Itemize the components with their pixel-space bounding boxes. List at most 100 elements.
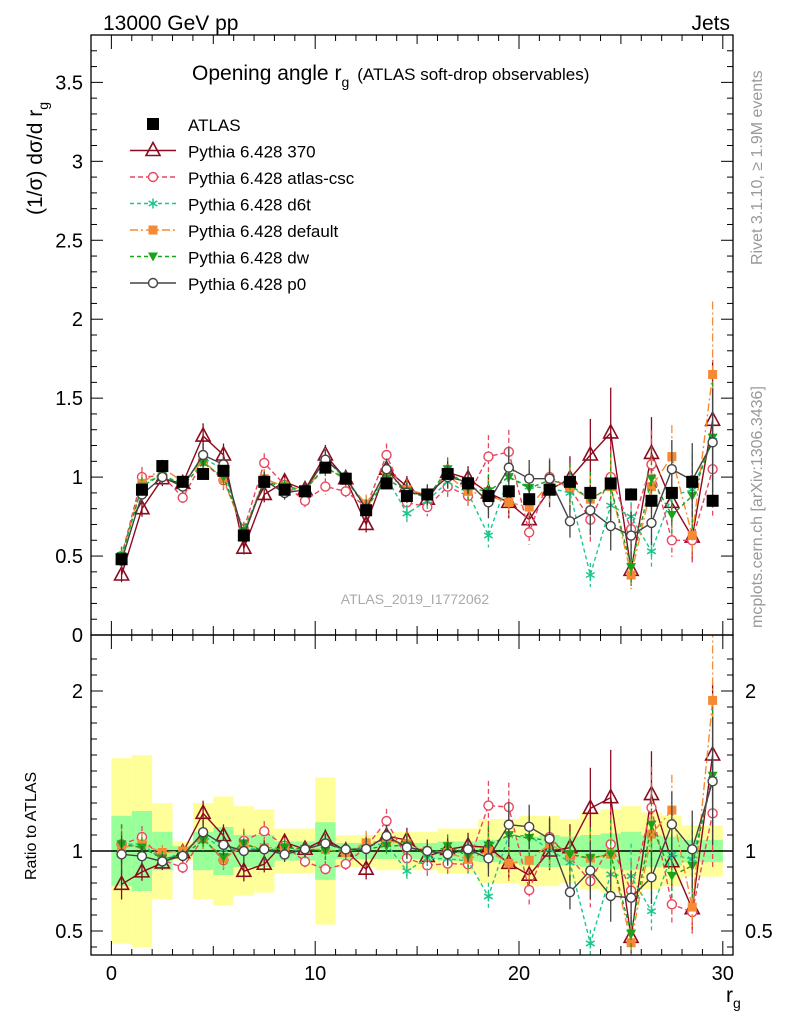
legend-label-data: ATLAS <box>188 116 241 135</box>
point-atlascsc <box>381 449 392 461</box>
ratio-point-d6t-stroke-2 <box>646 908 657 915</box>
rivet-label: Rivet 3.1.10, ≥ 1.9M events <box>749 70 766 265</box>
x-tick-label: 10 <box>304 963 326 985</box>
legend-marker-p370 <box>144 140 162 157</box>
point-default <box>708 369 718 379</box>
point-dw <box>666 511 677 520</box>
legend-label-atlascsc: Pythia 6.428 atlas-csc <box>188 169 355 188</box>
main-y-tick-label: 1 <box>72 467 83 489</box>
ratio-point-atlascsc <box>340 858 351 870</box>
line-default <box>120 374 714 576</box>
ratio-point-atlascsc <box>381 815 392 827</box>
data-point <box>441 467 454 480</box>
point-d6t <box>585 570 596 580</box>
legend-marker-data <box>147 118 159 130</box>
ratio-point-p0 <box>401 842 413 853</box>
data-point <box>400 490 413 503</box>
ratio-y-tick-label-right: 2 <box>745 681 756 703</box>
data-point <box>421 488 434 501</box>
data-point <box>360 504 373 517</box>
point-p0 <box>585 505 596 516</box>
main-y-tick-label: 0 <box>72 625 83 647</box>
ratio-point-p0 <box>646 872 657 883</box>
axes: 0 0.5 1 1.5 2 2.5 3 3.5 0 10 20 30 0.5 0.5 1 1 2 2 <box>55 34 773 985</box>
ratio-point-p0 <box>564 887 576 898</box>
ratio-point-p0 <box>136 851 148 862</box>
data-point <box>176 475 189 488</box>
ratio-point-p370 <box>255 854 273 870</box>
point-p370 <box>602 423 620 439</box>
data-point <box>584 486 597 499</box>
ratio-point-p0 <box>279 849 290 860</box>
ratio-point-p0 <box>687 844 698 855</box>
ratio-point-d6t-stroke-2 <box>585 940 596 947</box>
main-y-tick-label: 1.5 <box>55 388 83 410</box>
point-atlascsc <box>259 457 270 469</box>
ratio-point-p0 <box>340 844 351 855</box>
data-point <box>462 477 475 490</box>
ratio-point-d6t-stroke-2 <box>402 867 412 875</box>
ratio-line-default <box>121 700 714 943</box>
legend-marker-d6t <box>148 198 158 209</box>
point-atlascsc <box>177 492 188 503</box>
main-y-tick-label: 3 <box>72 151 83 173</box>
ratio-point-p0 <box>523 821 535 833</box>
ratio-point-atlascsc <box>177 862 188 873</box>
ratio-y-tick-label-right: 0.5 <box>745 921 773 943</box>
data-point <box>665 486 678 499</box>
ratio-point-default <box>708 695 718 705</box>
ratio-point-p0 <box>462 844 474 855</box>
analysis-watermark: ATLAS_2019_I1772062 <box>341 591 490 607</box>
ratio-point-p0 <box>238 845 250 857</box>
point-atlascsc <box>666 535 678 546</box>
line-d6t <box>120 440 714 578</box>
series-d6t <box>116 386 718 587</box>
ratio-point-default <box>504 858 514 868</box>
ratio-point-dw <box>564 850 575 860</box>
legend-label-p370: Pythia 6.428 370 <box>188 143 316 162</box>
point-p370 <box>113 565 130 581</box>
point-atlascsc <box>299 495 311 506</box>
mcplots-label: mcplots.cern.ch [arXiv:1306.3436] <box>749 386 766 628</box>
data-point <box>197 467 210 480</box>
ratio-point-p0 <box>544 833 555 845</box>
point-atlascsc <box>523 527 535 538</box>
data-point <box>339 472 352 485</box>
ratio-point-p0 <box>707 776 718 787</box>
legend-label-d6t: Pythia 6.428 d6t <box>188 196 311 215</box>
legend-marker-dw <box>148 252 158 262</box>
point-p0 <box>707 437 718 448</box>
data-point <box>482 490 495 503</box>
ratio-point-atlascsc <box>299 856 311 867</box>
legend-marker-atlascsc <box>147 171 159 183</box>
point-p370 <box>357 514 375 531</box>
ratio-point-dw <box>626 929 637 939</box>
data-point <box>706 494 719 507</box>
point-p0 <box>381 464 392 475</box>
ratio-line-p370 <box>121 754 714 938</box>
legend-label-p0: Pythia 6.428 p0 <box>188 275 306 294</box>
point-p370 <box>194 426 212 442</box>
ratio-point-d6t <box>402 866 412 876</box>
ratio-y-tick-label: 0.5 <box>55 921 83 943</box>
ratio-point-p370 <box>357 859 375 876</box>
main-y-axis-label: (1/σ) dσ/d rg <box>24 102 51 215</box>
data-point <box>237 529 250 542</box>
legend-label-dw: Pythia 6.428 dw <box>188 249 310 268</box>
x-axis-label: rg <box>726 984 741 1011</box>
data-point <box>502 485 515 498</box>
series-data <box>115 460 719 566</box>
ratio-frame <box>90 634 734 956</box>
point-p0 <box>197 449 209 461</box>
ratio-point-dw <box>605 850 616 860</box>
data-point <box>645 494 658 507</box>
ratio-point-p370 <box>194 803 212 820</box>
point-default <box>687 531 697 541</box>
ratio-point-p0 <box>218 839 229 851</box>
ratio-panel-series <box>91 635 733 955</box>
point-default <box>504 497 514 507</box>
ratio-point-p0 <box>259 844 270 855</box>
point-d6t-stroke-2 <box>402 510 412 517</box>
point-p0 <box>646 517 657 529</box>
point-p0 <box>564 516 576 527</box>
